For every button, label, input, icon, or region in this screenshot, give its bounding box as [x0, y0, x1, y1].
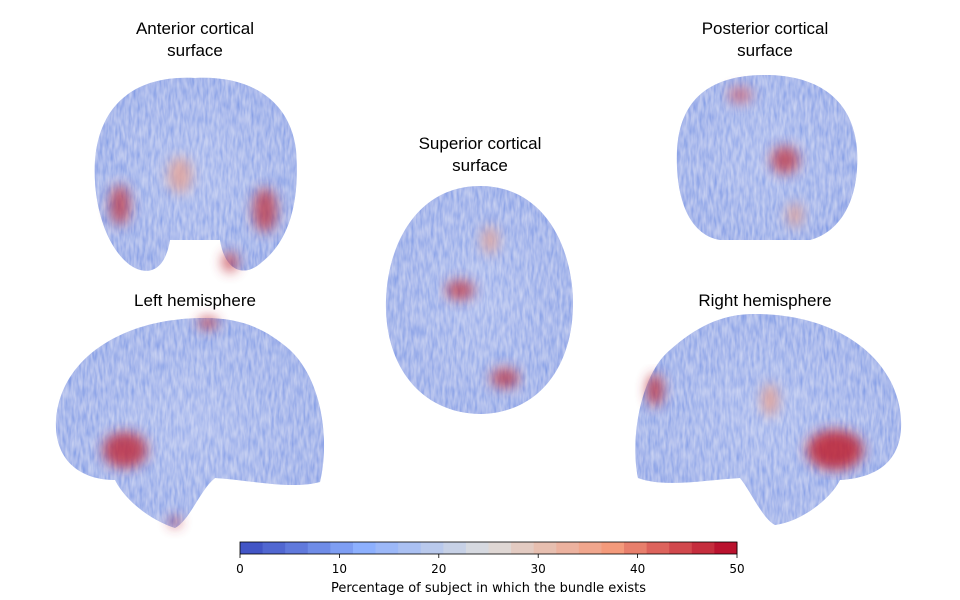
- colorbar-step: [669, 542, 693, 554]
- colorbar-step: [285, 542, 309, 554]
- brain-posterior: [676, 75, 858, 240]
- brain-superior: [385, 186, 574, 414]
- panel-title: Superior cortical: [419, 134, 542, 153]
- colorbar-step: [533, 542, 557, 554]
- colorbar-step: [646, 542, 670, 554]
- colorbar-step: [443, 542, 467, 554]
- colorbar-step: [352, 542, 377, 554]
- panel-title: Posterior cortical: [702, 19, 829, 38]
- colorbar-tick-label: 0: [236, 562, 244, 576]
- brain-anterior: [94, 77, 297, 272]
- colorbar-step: [511, 542, 535, 554]
- colorbar-tick-label: 40: [630, 562, 645, 576]
- colorbar-step: [601, 542, 625, 554]
- panel-title: Anterior cortical: [136, 19, 254, 38]
- colorbar-step: [240, 542, 264, 554]
- colorbar-tick-label: 20: [431, 562, 446, 576]
- panel-titles: Anterior cortical surface Posterior cortic…: [134, 19, 832, 310]
- colorbar-step: [330, 542, 354, 554]
- colorbar-label: Percentage of subject in which the bundl…: [331, 581, 646, 596]
- colorbar: 0 10 20 30 40 50 Percentage of subject in whic…: [236, 541, 745, 596]
- panel-title: Right hemisphere: [698, 291, 831, 310]
- colorbar-step: [420, 542, 444, 554]
- colorbar-step: [307, 542, 331, 554]
- brain-left: [55, 317, 325, 528]
- panel-title: Left hemisphere: [134, 291, 256, 310]
- colorbar-step: [488, 542, 512, 554]
- colorbar-step: [624, 542, 648, 554]
- colorbar-step: [398, 542, 422, 554]
- colorbar-tick-label: 10: [332, 562, 347, 576]
- colorbar-frame: [239, 541, 738, 555]
- colorbar-step: [375, 542, 399, 554]
- colorbar-step: [465, 542, 489, 554]
- colorbar-step: [691, 542, 715, 554]
- panel-title: surface: [167, 41, 223, 60]
- panel-title: surface: [452, 156, 508, 175]
- colorbar-step: [262, 542, 286, 554]
- panel-title: surface: [737, 41, 793, 60]
- colorbar-step: [556, 542, 580, 554]
- colorbar-tick-label: 50: [729, 562, 744, 576]
- colorbar-step: [578, 542, 602, 554]
- colorbar-tick-label: 30: [531, 562, 546, 576]
- brain-right: [635, 314, 902, 525]
- colorbar-step: [714, 542, 738, 554]
